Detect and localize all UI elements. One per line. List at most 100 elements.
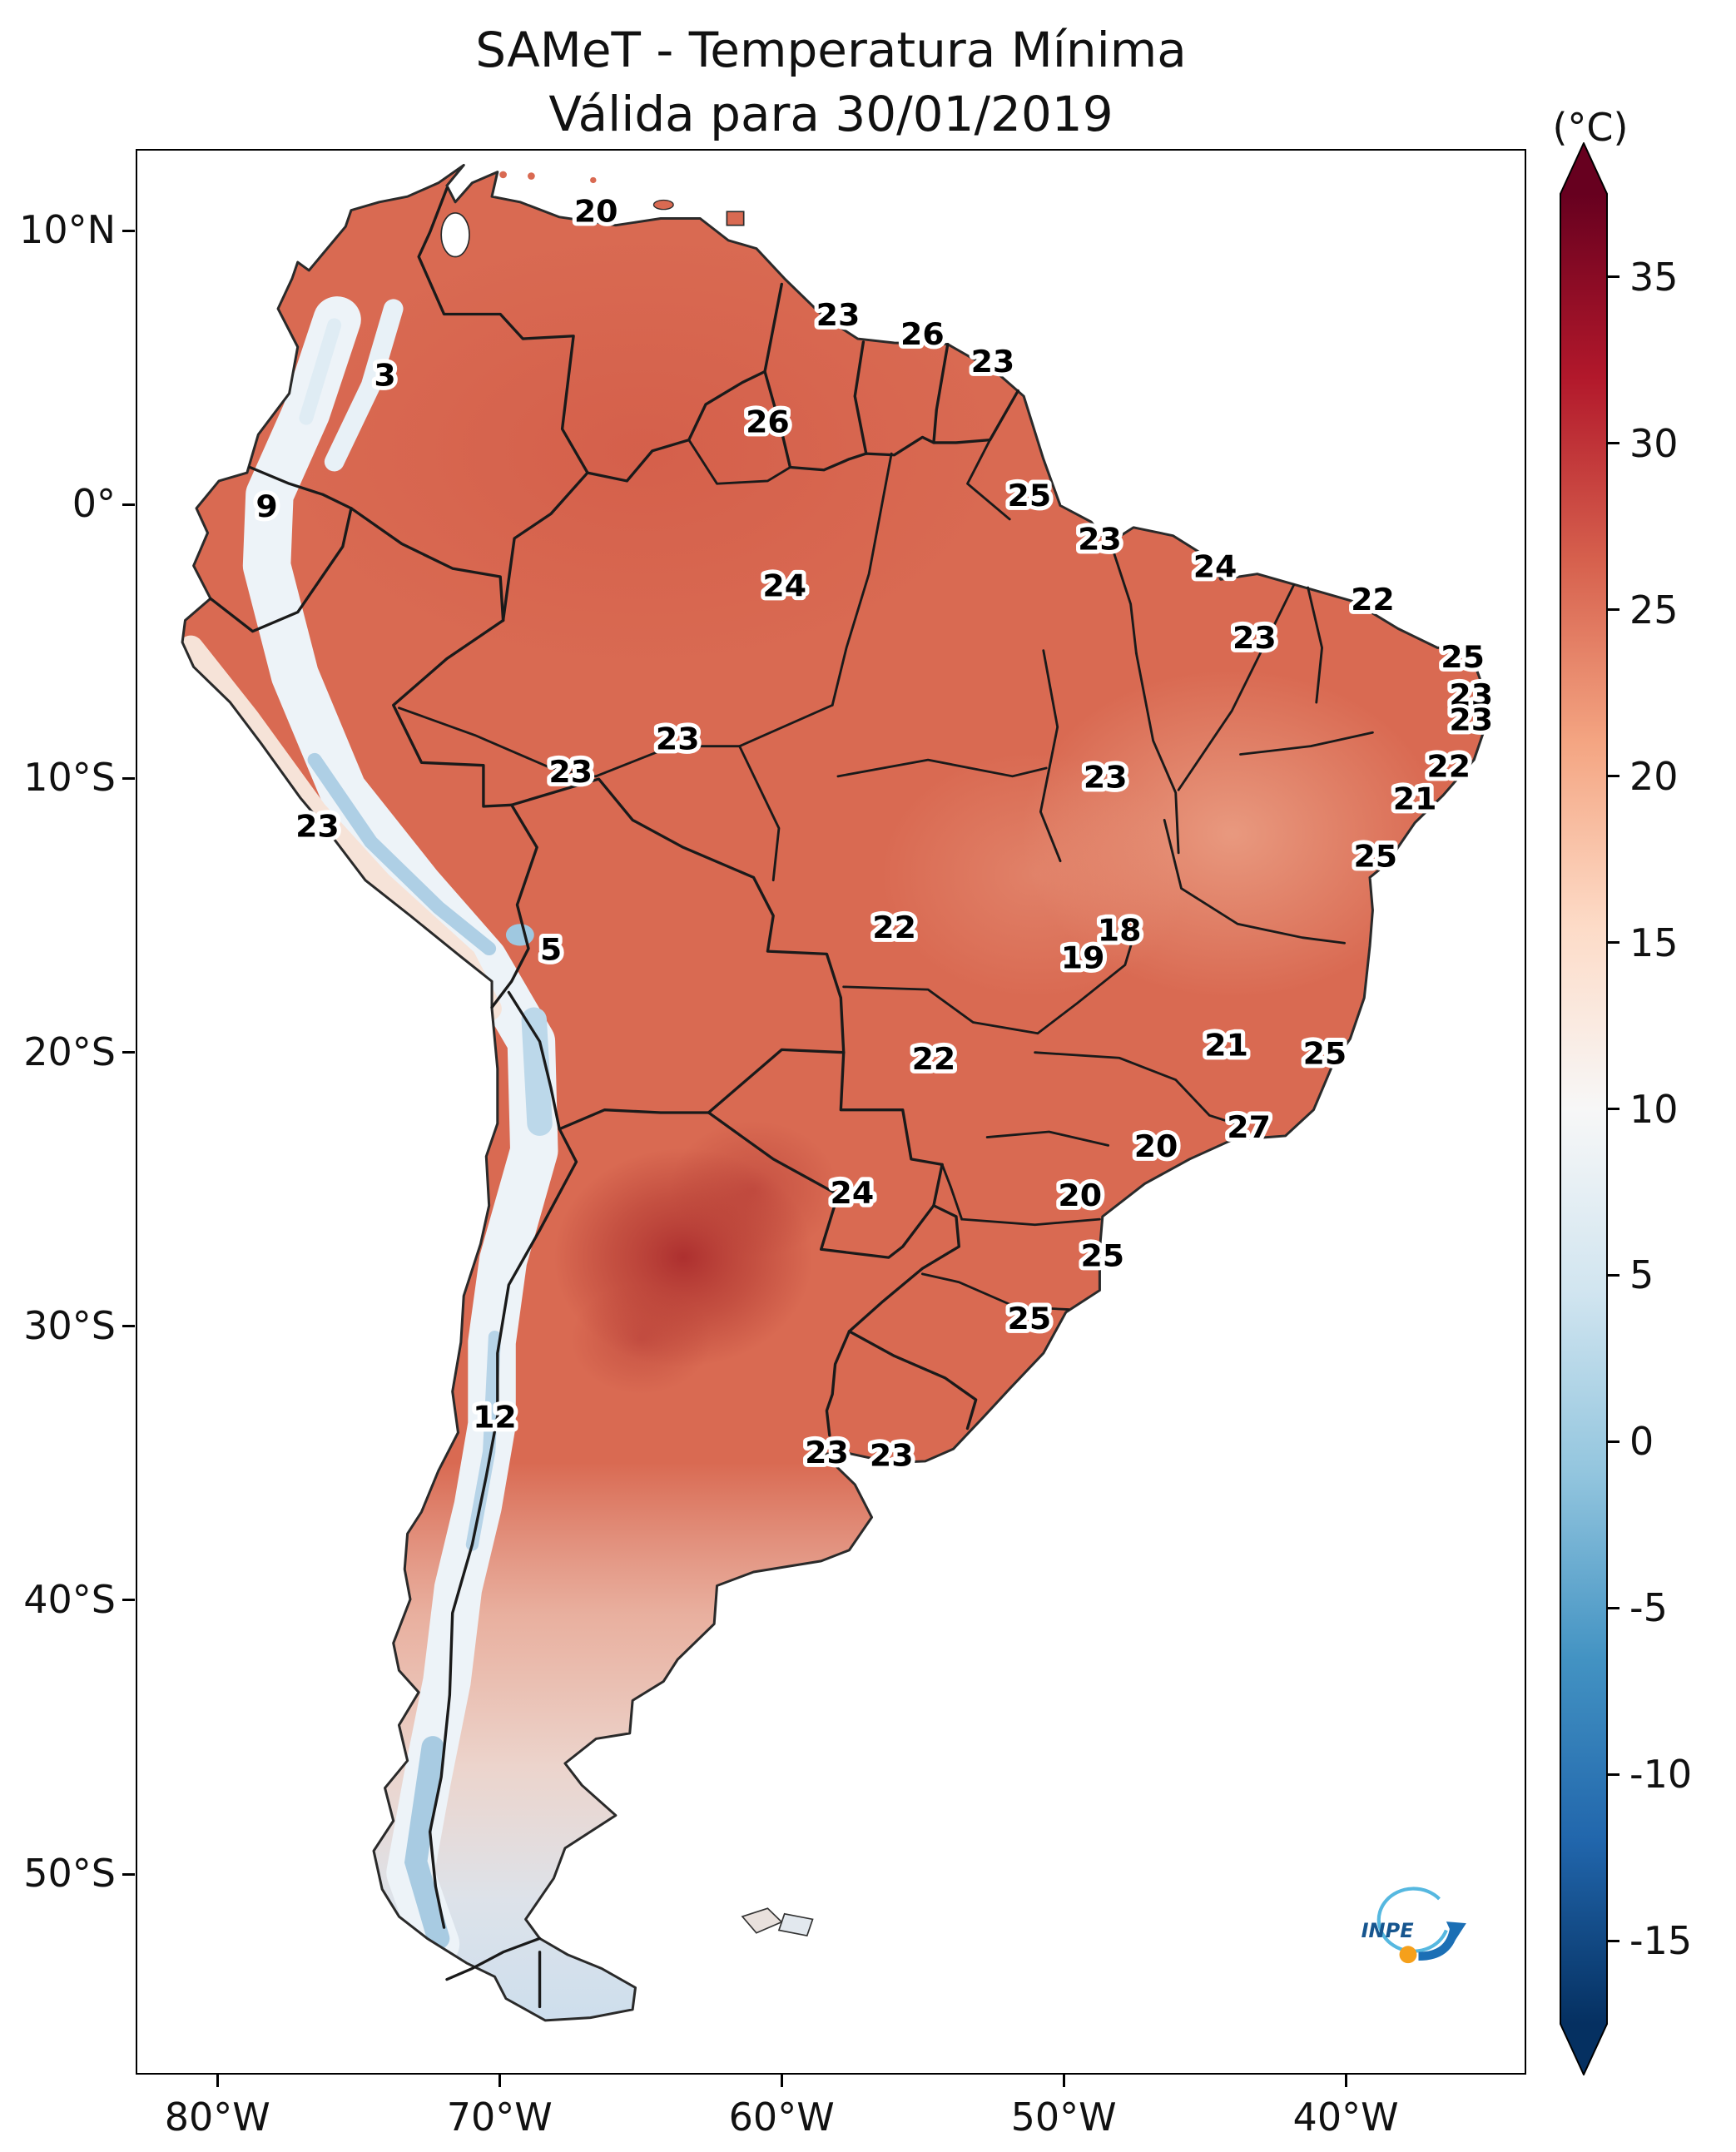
temperature-label: 23 [548, 753, 593, 789]
patagonia-cool-overlay [182, 1462, 1489, 2021]
colorbar-tick-mark [1608, 1108, 1619, 1110]
temperature-label: 25 [1008, 1301, 1052, 1336]
colorbar-unit-label: (°C) [1552, 105, 1629, 150]
temperature-label: 27 [1227, 1109, 1271, 1145]
temperature-label: 26 [900, 316, 945, 352]
colorbar-tick-mark [1608, 608, 1619, 612]
temperature-label: 9 [255, 488, 277, 524]
x-axis-tick-label: 70°W [446, 2095, 553, 2140]
temperature-label: 25 [1303, 1035, 1347, 1071]
temperature-label: 22 [872, 910, 916, 945]
temperature-label: 20 [1058, 1178, 1102, 1213]
temperature-label: 23 [295, 808, 340, 844]
x-axis-tick-mark [216, 2075, 219, 2087]
x-axis-tick-label: 40°W [1292, 2095, 1399, 2140]
y-axis-tick-mark [122, 1325, 135, 1328]
y-axis-tick-mark [122, 776, 135, 780]
temperature-label: 23 [1078, 521, 1122, 557]
chart-title: SAMeT - Temperatura Mínima Válida para 3… [136, 18, 1526, 146]
temperature-label: 5 [540, 931, 562, 967]
temperature-label: 20 [1134, 1128, 1178, 1164]
y-axis-tick-mark [122, 1599, 135, 1602]
warm-north-overlay [275, 231, 1007, 670]
title-line-2: Válida para 30/01/2019 [548, 85, 1114, 142]
state-borders [398, 439, 1374, 1311]
temperature-label: 3 [374, 357, 395, 393]
colorbar-gradient-body [1560, 194, 1608, 2024]
map-frame: 20 23 26 23 3 26 25 9 23 24 24 22 23 25 23 23 23 23 22 23 21… [136, 149, 1526, 2075]
colorbar-tick-mark [1608, 775, 1619, 778]
temperature-label: 23 [805, 1435, 849, 1470]
country-borders [209, 186, 1020, 2009]
inpe-arrowhead-icon [1446, 1921, 1466, 1941]
light-central-brazil-overlay [880, 751, 1190, 998]
island-falkland-west [741, 1907, 783, 1934]
colorbar-tick-label: 35 [1629, 254, 1679, 300]
altiplano-blue-streak [521, 1007, 553, 1136]
colorbar-tick-label: 15 [1629, 920, 1679, 965]
y-axis-tick-label: 0° [72, 481, 116, 527]
y-axis-tick-label: 40°S [23, 1576, 116, 1622]
island-margarita [652, 199, 674, 211]
colorbar-tick-mark [1608, 941, 1619, 945]
colorbar-tick-mark [1608, 1273, 1619, 1277]
x-axis-tick-label: 50°W [1010, 2095, 1117, 2140]
colorbar-outline [1560, 142, 1608, 2075]
temperature-label: 22 [1426, 748, 1471, 784]
colorbar [1560, 142, 1608, 2075]
colorbar-tick-mark [1608, 1440, 1619, 1443]
y-axis-tick-label: 10°S [23, 755, 116, 801]
temperature-label: 18 [1098, 912, 1142, 948]
colorbar-tick-label: -10 [1629, 1752, 1693, 1797]
colorbar-tick-mark [1608, 442, 1619, 445]
temperature-label: 22 [1351, 581, 1395, 617]
hot-cordoba-overlay [570, 1284, 712, 1395]
colorbar-extend-below [1560, 2024, 1608, 2075]
temperature-label: 23 [1233, 619, 1277, 655]
y-axis-tick-mark [122, 229, 135, 232]
temperature-label: 12 [473, 1399, 517, 1435]
colorbar-tick-mark [1608, 275, 1619, 279]
colorbar-tick-label: -15 [1629, 1918, 1693, 1964]
colorbar-tick-mark [1608, 1773, 1619, 1776]
x-axis-tick-mark [498, 2075, 501, 2087]
temperature-label: 24 [831, 1174, 875, 1210]
temperature-label: 23 [656, 721, 700, 756]
temperature-label: 25 [1441, 638, 1485, 674]
andes-white-band [242, 296, 558, 1967]
y-axis-tick-mark [122, 503, 135, 506]
inpe-logo: INPE [1362, 1887, 1466, 1964]
inpe-logo-text: INPE [1362, 1919, 1415, 1942]
lake-titicaca [505, 924, 534, 946]
temperature-label: 19 [1061, 940, 1105, 975]
temperature-label: 22 [912, 1040, 956, 1076]
inpe-orbit-icon [1376, 1887, 1448, 1953]
colorbar-tick-label: -5 [1629, 1585, 1668, 1631]
temperature-label: 23 [870, 1437, 914, 1473]
y-axis-tick-mark [122, 1051, 135, 1054]
island-aruba [499, 171, 507, 179]
temperature-label: 21 [1393, 781, 1437, 816]
colorbar-tick-label: 20 [1629, 753, 1679, 799]
island-los-roques [590, 176, 597, 184]
colorbar-tick-label: 10 [1629, 1086, 1679, 1132]
temperature-label: 23 [1449, 677, 1493, 712]
colorbar-tick-label: 25 [1629, 587, 1679, 632]
island-trinidad [726, 211, 745, 226]
temperature-label: 26 [746, 404, 790, 439]
y-axis-tick-mark [122, 1872, 135, 1876]
cordillera-oriental-band [324, 299, 404, 472]
temperature-label: 24 [1193, 548, 1238, 584]
temperature-label: 20 [574, 193, 618, 229]
temperature-label: 23 [1449, 702, 1493, 737]
lake-maracaibo [440, 212, 470, 258]
x-axis-tick-mark [1344, 2075, 1347, 2087]
inpe-orange-ball-icon [1399, 1946, 1417, 1964]
title-line-1: SAMeT - Temperatura Mínima [475, 22, 1187, 78]
colorbar-tick-label: 5 [1629, 1252, 1654, 1298]
x-axis-tick-label: 80°W [164, 2095, 270, 2140]
hot-paraguay-overlay [669, 1120, 838, 1258]
island-curacao [527, 172, 535, 180]
